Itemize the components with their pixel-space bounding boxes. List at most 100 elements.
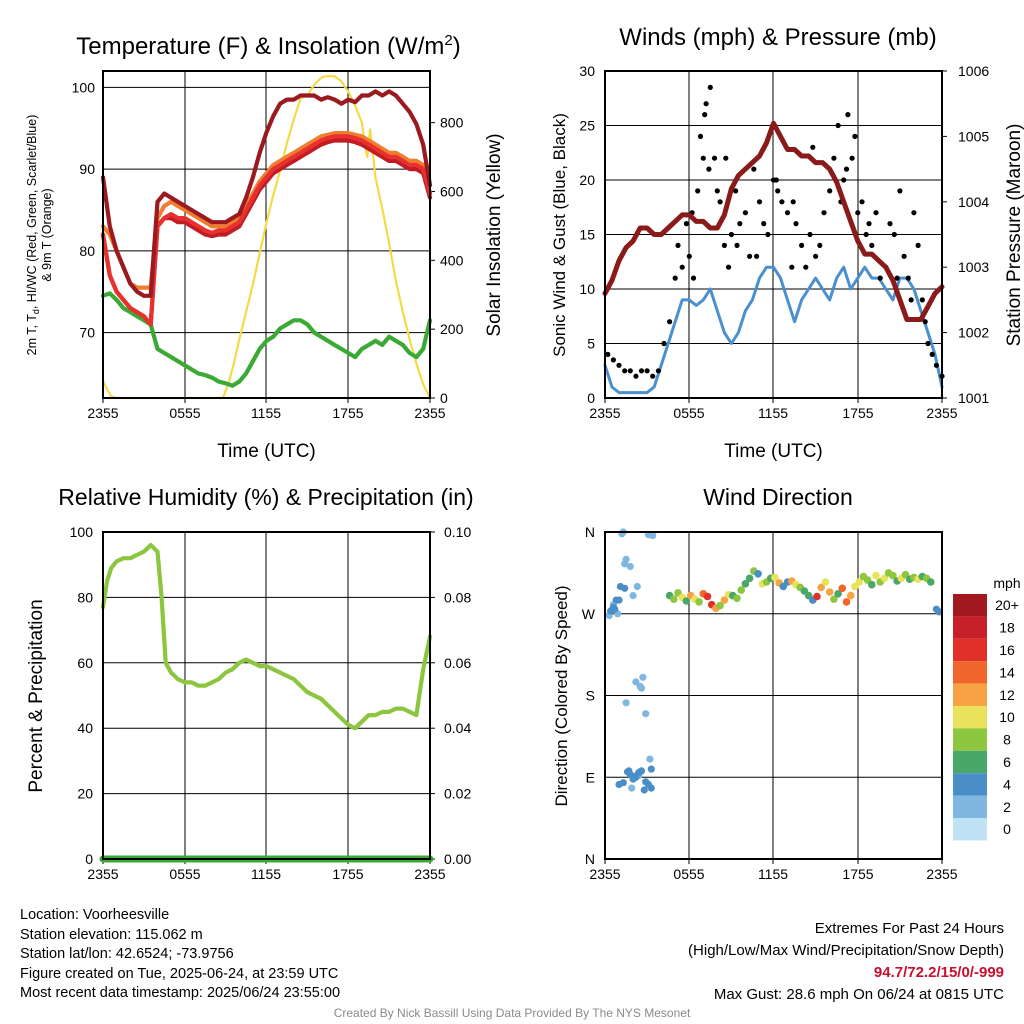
gust-point [894, 275, 900, 281]
y-tick-label: 20 [579, 172, 595, 188]
direction-point [639, 673, 647, 681]
x-tick-label: 1155 [251, 866, 281, 882]
direction-point [633, 582, 641, 591]
gust-point [817, 242, 823, 248]
humidity-precip-panel: Relative Humidity (%) & Precipitation (i… [26, 484, 474, 882]
legend-label: 6 [1003, 754, 1011, 770]
gust-point [821, 210, 827, 216]
plot-border [604, 70, 943, 399]
legend-label: 14 [999, 664, 1015, 680]
gust-point [714, 188, 720, 194]
y-axis-label: Sonic Wind & Gust (Blue, Black) [550, 113, 569, 357]
series-line [100, 291, 433, 388]
gust-point [877, 275, 883, 281]
extremes-heading: Extremes For Past 24 Hours [814, 920, 1004, 937]
chart-title: Wind Direction [703, 484, 853, 510]
gust-point [869, 242, 875, 248]
x-tick-label: 1155 [758, 405, 788, 421]
temperature-panel: Temperature (F) & Insolation (W/m2)2355 0… [25, 32, 505, 462]
direction-point [622, 699, 630, 707]
legend-swatch [953, 795, 987, 818]
title-superscript: 2 [444, 32, 452, 49]
direction-point [927, 578, 935, 586]
y2-tick-label: 0.06 [444, 655, 471, 671]
y-tick-label: 15 [579, 227, 595, 243]
wind-speed-line [603, 265, 944, 395]
chart-title: Winds (mph) & Pressure (mb) [619, 24, 936, 51]
gust-point [790, 199, 796, 205]
y2-tick-label: 800 [440, 115, 464, 131]
legend-title: mph [993, 575, 1020, 591]
x-tick-label: 2355 [87, 405, 118, 421]
y-label-subscript: d [31, 309, 41, 314]
direction-point [880, 574, 889, 583]
direction-point [615, 596, 623, 604]
gust-point [855, 210, 861, 216]
x-tick-label: 1755 [332, 866, 363, 882]
gust-point [929, 351, 935, 357]
x-tick-label: 2355 [414, 866, 445, 882]
figure-created: Figure created on Tue, 2025-06-24, at 23… [20, 965, 339, 982]
y2-tick-label: 0.04 [444, 720, 471, 736]
y-tick-label: N [585, 524, 595, 540]
gust-point [873, 210, 879, 216]
y-tick-label: 20 [77, 786, 93, 802]
direction-point [754, 570, 762, 578]
direction-point [649, 532, 657, 540]
direction-point [872, 571, 880, 580]
y-label-part: , HI/WC (Red, Green, Scarlet/Blue) [25, 115, 39, 310]
y2-tick-label: 1003 [958, 259, 989, 275]
y-tick-label: 5 [587, 336, 595, 352]
direction-point [647, 765, 655, 773]
x-tick-label: 1755 [842, 866, 873, 882]
y-tick-label: 80 [77, 589, 93, 605]
gust-point [754, 253, 760, 259]
direction-point [646, 755, 654, 763]
direction-point [642, 710, 650, 718]
extremes-subheading: (High/Low/Max Wind/Precipitation/Snow De… [688, 942, 1004, 959]
direction-point [703, 592, 712, 601]
legend-swatch [953, 638, 987, 662]
gust-point [784, 210, 791, 216]
x-tick-label: 0555 [169, 866, 200, 882]
x-tick-label: 0555 [673, 405, 704, 421]
direction-point [619, 779, 627, 787]
direction-point [716, 601, 724, 610]
gust-point [915, 242, 921, 248]
y2-tick-label: 200 [440, 321, 464, 337]
y2-tick-label: 1002 [958, 325, 989, 341]
plot-border [102, 70, 431, 399]
gust-point [721, 242, 728, 248]
gust-point [773, 177, 779, 183]
title-close: ) [453, 33, 461, 60]
gust-point [737, 221, 743, 227]
gust-point [690, 275, 697, 281]
y2-tick-label: 0.00 [444, 851, 471, 867]
gust-point [672, 275, 678, 281]
gust-point [841, 177, 847, 183]
gust-point [638, 368, 645, 374]
gust-point [605, 351, 611, 357]
y-tick-label: 0 [85, 851, 93, 867]
gust-point [686, 253, 692, 259]
x-tick-label: 1755 [842, 405, 873, 421]
y2-tick-label: 0.10 [444, 524, 471, 540]
y2-axis-label: Station Pressure (Maroon) [1004, 124, 1024, 347]
gust-point [779, 199, 785, 205]
legend-swatch [953, 818, 987, 841]
extremes-values: 94.7/72.2/15/0/-999 [873, 964, 1004, 981]
gust-point [661, 340, 667, 347]
y-tick-label: S [586, 688, 595, 704]
legend-label: 8 [1003, 732, 1011, 748]
x-tick-label: 1155 [758, 866, 788, 882]
gust-point [831, 155, 837, 161]
gust-point [866, 221, 872, 227]
y-tick-label: 90 [79, 161, 95, 177]
gust-point [863, 231, 869, 238]
y2-axis-label: Solar Insolation (Yellow) [484, 133, 505, 336]
y-tick-label: 60 [77, 655, 93, 671]
plot-border [102, 531, 431, 860]
gust-point [887, 221, 893, 227]
legend-swatch [953, 773, 987, 796]
gust-point [835, 122, 841, 129]
